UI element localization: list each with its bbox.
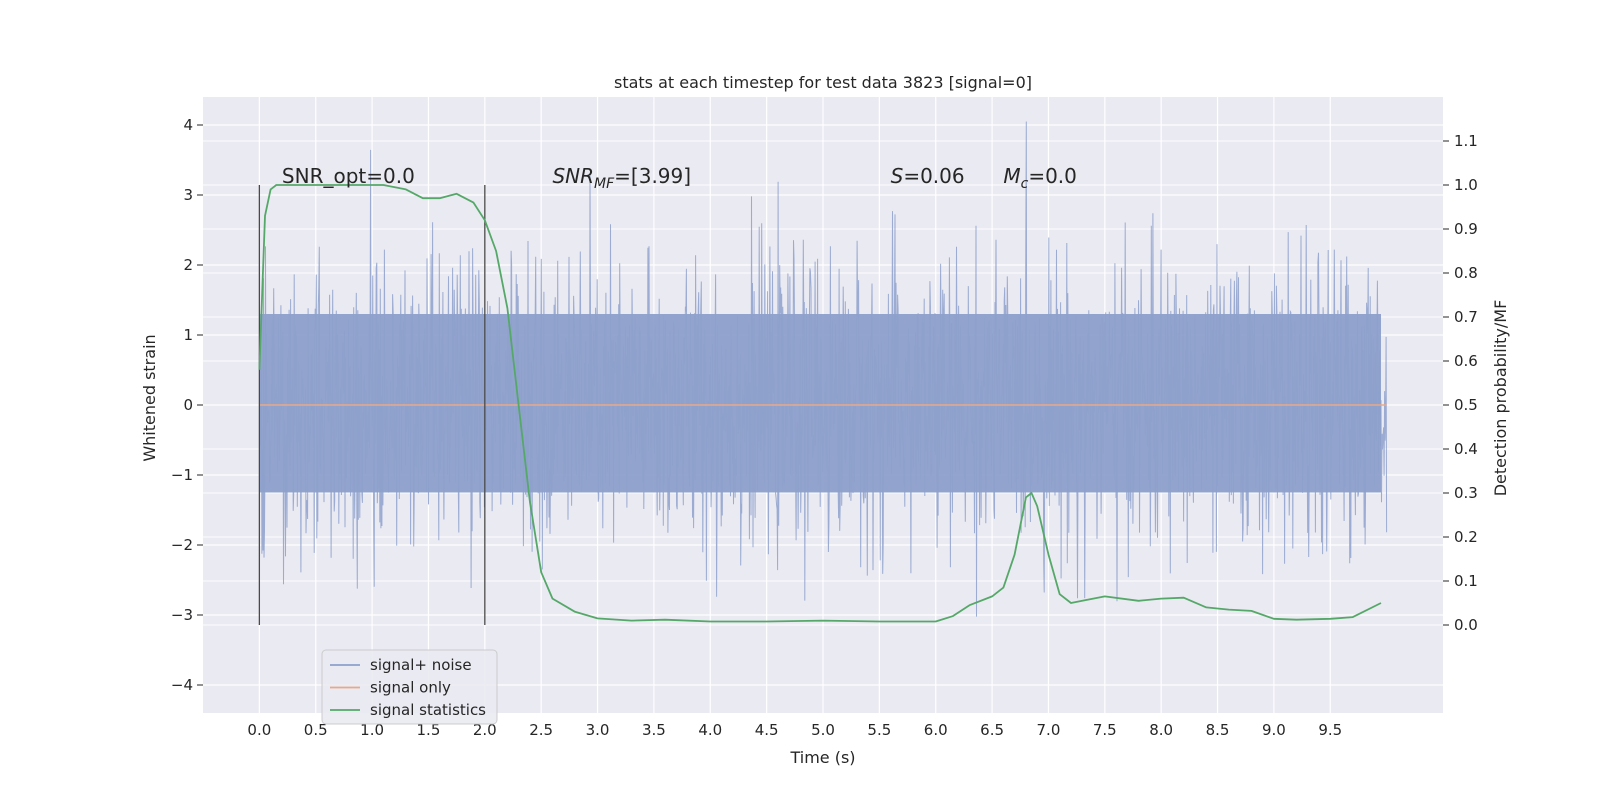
legend-label: signal+ noise <box>370 656 472 674</box>
left-y-tick-label: 2 <box>183 256 193 274</box>
x-axis-label: Time (s) <box>789 748 855 767</box>
noise-band <box>259 314 1381 493</box>
x-tick-label: 3.5 <box>642 721 666 739</box>
annotation-text: SNR_opt=0.0 <box>282 164 415 188</box>
right-y-axis-label: Detection probability/MF <box>1491 300 1510 497</box>
x-tick-label: 5.0 <box>811 721 835 739</box>
series-signal-statistics <box>258 184 1382 623</box>
right-y-tick-label: 0.2 <box>1454 528 1478 546</box>
x-tick-label: 0.0 <box>247 721 271 739</box>
x-tick-label: 6.0 <box>924 721 948 739</box>
left-y-axis-ticks: 4 3 2 1 0 −1 −2 −3 −4 <box>171 116 203 694</box>
x-tick-label: 1.5 <box>417 721 441 739</box>
left-y-axis-label: Whitened strain <box>140 334 159 461</box>
x-tick-label: 7.5 <box>1093 721 1117 739</box>
left-y-tick-label: −1 <box>171 466 193 484</box>
series-signal-noise <box>258 121 1388 617</box>
right-y-tick-label: 1.0 <box>1454 176 1478 194</box>
x-tick-label: 2.5 <box>529 721 553 739</box>
x-tick-label: 4.0 <box>698 721 722 739</box>
annotation-text: S=0.06 <box>891 164 965 188</box>
legend-box <box>321 649 498 725</box>
right-y-tick-label: 0.4 <box>1454 440 1478 458</box>
x-tick-label: 7.0 <box>1037 721 1061 739</box>
right-y-axis-ticks: 1.1 1.0 0.9 0.8 0.7 0.6 0.5 0.4 0.3 0.2 0.1 0.0 <box>1443 132 1478 634</box>
x-tick-label: 0.5 <box>304 721 328 739</box>
right-y-tick-label: 0.0 <box>1454 616 1478 634</box>
right-y-tick-label: 0.3 <box>1454 484 1478 502</box>
legend: signal+ noise signal only signal statistic… <box>321 649 498 725</box>
x-tick-label: 6.5 <box>980 721 1004 739</box>
left-y-tick-label: −4 <box>171 676 193 694</box>
x-tick-label: 9.5 <box>1318 721 1342 739</box>
left-y-tick-label: −3 <box>171 606 193 624</box>
x-tick-label: 8.0 <box>1149 721 1173 739</box>
right-y-tick-label: 0.1 <box>1454 572 1478 590</box>
annotations: SNR_opt=0.0 SNRMF=[3.99] S=0.06 Mc=0.0 <box>282 164 1077 192</box>
left-y-tick-label: −2 <box>171 536 193 554</box>
legend-label: signal only <box>370 679 451 697</box>
left-y-tick-label: 4 <box>183 116 193 134</box>
x-tick-label: 3.0 <box>586 721 610 739</box>
right-y-tick-label: 0.7 <box>1454 308 1478 326</box>
x-tick-label: 8.5 <box>1206 721 1230 739</box>
left-y-tick-label: 1 <box>183 326 193 344</box>
right-y-tick-label: 0.6 <box>1454 352 1478 370</box>
left-y-tick-label: 3 <box>183 186 193 204</box>
chart-title: stats at each timestep for test data 382… <box>614 73 1032 92</box>
vertical-markers <box>258 185 486 625</box>
x-tick-label: 9.0 <box>1262 721 1286 739</box>
x-tick-label: 1.0 <box>360 721 384 739</box>
right-y-tick-label: 0.8 <box>1454 264 1478 282</box>
legend-label: signal statistics <box>370 701 486 719</box>
right-y-tick-label: 0.5 <box>1454 396 1478 414</box>
signal-statistics-line <box>258 184 1382 623</box>
right-y-tick-label: 1.1 <box>1454 132 1478 150</box>
x-tick-label: 2.0 <box>473 721 497 739</box>
annotation-text: Mc=0.0 <box>1003 164 1077 192</box>
x-tick-label: 5.5 <box>867 721 891 739</box>
left-y-tick-label: 0 <box>183 396 193 414</box>
x-axis-ticks: 0.0 0.5 1.0 1.5 2.0 2.5 3.0 3.5 4.0 4.5 5.0 5.5 6.0 6… <box>247 721 1342 739</box>
annotation-text: SNRMF=[3.99] <box>552 164 691 192</box>
x-tick-label: 4.5 <box>755 721 779 739</box>
right-y-tick-label: 0.9 <box>1454 220 1478 238</box>
